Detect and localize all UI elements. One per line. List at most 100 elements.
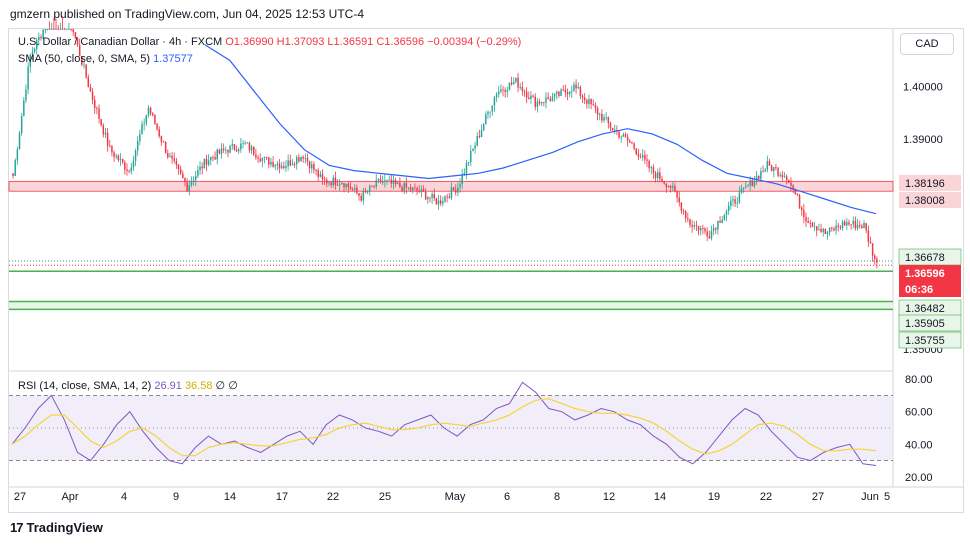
candle-body <box>212 157 214 158</box>
candle-body <box>813 226 816 228</box>
candle-body <box>721 220 723 223</box>
support-zone <box>9 301 893 310</box>
candle-body <box>450 187 453 198</box>
candle-body <box>317 170 319 177</box>
candle-body <box>865 223 867 231</box>
candle-body <box>446 196 448 198</box>
candle-body <box>571 91 573 93</box>
candle-body <box>132 160 135 168</box>
candle-body <box>44 29 47 31</box>
candle-body <box>824 228 827 234</box>
candle-body <box>345 183 347 188</box>
candle-body <box>858 224 861 226</box>
candle-body <box>237 149 240 152</box>
candle-body <box>259 158 261 162</box>
candle-body <box>55 29 57 30</box>
candle-body <box>205 158 208 165</box>
candle-body <box>635 148 638 155</box>
candle-body <box>186 182 188 191</box>
candle-body <box>390 179 393 184</box>
candle-body <box>57 29 59 30</box>
candle-body <box>586 100 588 104</box>
candle-body <box>687 218 689 220</box>
time-tick-label-16: 27 <box>812 491 824 503</box>
symbol-title: U.S. Dollar / Canadian Dollar · 4h · FXC… <box>18 36 223 48</box>
candle-body <box>601 113 603 121</box>
candle-body <box>27 66 29 90</box>
ohlc-open: O1.36990 <box>225 36 274 48</box>
ohlc-high: H1.37093 <box>276 36 325 48</box>
candle-body <box>564 89 567 93</box>
candle-body <box>676 191 678 198</box>
candle-body <box>573 84 575 92</box>
candle-body <box>128 170 130 172</box>
candle-body <box>83 64 85 66</box>
candle-body <box>654 172 657 179</box>
candle-body <box>839 226 842 228</box>
candle-body <box>798 195 801 208</box>
candle-body <box>160 136 163 142</box>
candle-body <box>175 160 178 165</box>
candle-body <box>811 222 814 227</box>
candle-body <box>835 225 837 231</box>
candle-body <box>547 97 549 100</box>
time-tick-label-11: 8 <box>554 491 560 503</box>
candle-body <box>265 157 268 158</box>
candle-body <box>504 90 506 92</box>
candle-body <box>396 182 399 184</box>
candle-body <box>68 29 70 30</box>
candle-body <box>61 29 64 30</box>
candle-body <box>373 186 375 188</box>
candle-body <box>779 174 781 176</box>
candle-body <box>117 155 120 160</box>
candle-body <box>302 156 304 159</box>
candle-body <box>740 188 743 193</box>
candle-body <box>796 194 799 196</box>
candle-body <box>124 162 126 170</box>
time-tick-label-4: 9 <box>173 491 179 503</box>
candle-body <box>141 124 143 135</box>
candle-body <box>427 197 429 200</box>
candle-body <box>177 164 180 169</box>
candle-body <box>820 229 822 232</box>
rsi-value: 26.91 <box>154 380 182 392</box>
candle-body <box>674 185 676 192</box>
candle-body <box>768 161 771 166</box>
candle-body <box>405 183 408 188</box>
tradingview-logo[interactable]: 17 TradingView <box>10 520 103 535</box>
candle-body <box>179 168 182 174</box>
candle-body <box>856 224 859 229</box>
candle-body <box>109 145 111 147</box>
candle-body <box>665 183 668 188</box>
price-label-bg-2 <box>899 192 961 208</box>
candle-body <box>407 187 410 189</box>
candle-body <box>837 225 839 227</box>
candle-body <box>164 142 167 154</box>
candle-body <box>362 191 365 201</box>
candle-body <box>291 163 294 166</box>
candle-body <box>323 179 326 180</box>
candle-body <box>577 86 579 89</box>
candle-body <box>781 174 784 178</box>
candle-body <box>669 186 672 188</box>
candle-body <box>818 229 820 231</box>
candle-body <box>115 155 117 157</box>
time-tick-label-5: 14 <box>224 491 236 503</box>
candle-body <box>343 182 345 188</box>
candle-body <box>766 161 769 170</box>
currency-button[interactable]: CAD <box>900 33 954 55</box>
candle-body <box>684 211 687 219</box>
candle-body <box>429 197 431 199</box>
candle-body <box>474 145 476 149</box>
candle-body <box>399 182 401 187</box>
candle-body <box>472 148 474 152</box>
candle-body <box>470 151 472 162</box>
candle-body <box>418 191 420 193</box>
candle-body <box>549 99 552 101</box>
candle-group <box>12 16 878 269</box>
candle-body <box>773 167 775 172</box>
candle-body <box>575 84 577 89</box>
candle-body <box>250 146 253 151</box>
candle-body <box>680 202 683 212</box>
